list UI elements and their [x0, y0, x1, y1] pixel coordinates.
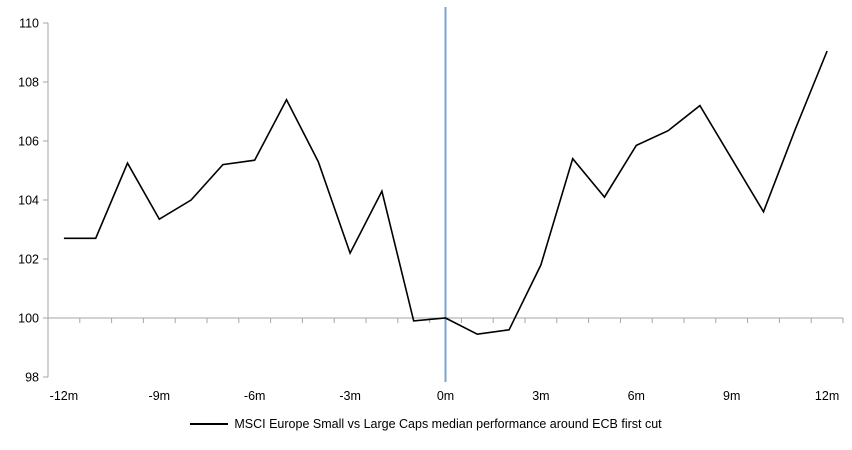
- y-tick-label: 102: [18, 253, 39, 267]
- y-tick-label: 98: [25, 371, 39, 385]
- x-tick-label: 0m: [437, 389, 454, 403]
- x-tick-label: -12m: [50, 389, 78, 403]
- series-line: [63, 50, 828, 336]
- y-tick-label: 106: [18, 135, 39, 149]
- legend: MSCI Europe Small vs Large Caps median p…: [0, 417, 852, 431]
- y-tick-label: 110: [19, 17, 39, 31]
- plot-area: 98 100 102 104 106 108 110 -12m -9m -6m -3m 0m 3m 6m 9…: [18, 7, 844, 403]
- x-tick-label: 12m: [815, 389, 839, 403]
- y-tick-label: 108: [18, 76, 39, 90]
- x-tick-label: 9m: [723, 389, 740, 403]
- x-tick-label: -6m: [244, 389, 266, 403]
- x-tick-label: -9m: [149, 389, 171, 403]
- x-tick-label: 3m: [532, 389, 549, 403]
- y-tick-label: 104: [18, 194, 39, 208]
- legend-label: MSCI Europe Small vs Large Caps median p…: [234, 417, 662, 431]
- x-tick-label: 6m: [628, 389, 645, 403]
- x-tick-label: -3m: [339, 389, 361, 403]
- y-tick-label: 100: [18, 312, 39, 326]
- legend-line-sample: [190, 423, 229, 425]
